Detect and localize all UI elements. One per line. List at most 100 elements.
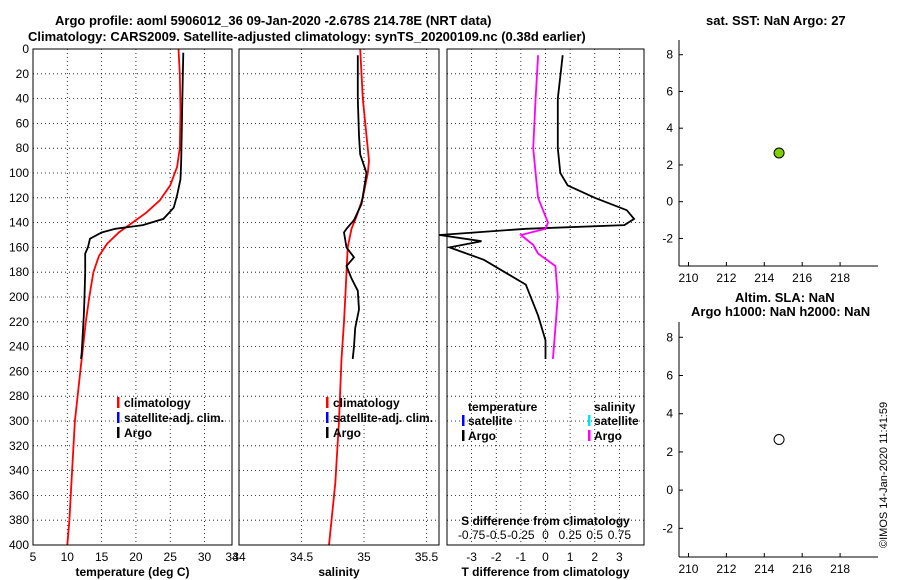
sla-map-xtick-4: 218 (830, 562, 850, 576)
temp-ytick-5: 100 (9, 166, 29, 180)
sst-map-ytick-3: 4 (666, 121, 673, 135)
temp-legend-label-2: Argo (124, 426, 152, 440)
sst-map-ytick-2: 2 (666, 158, 673, 172)
sal-legend-label-0: climatology (333, 396, 400, 410)
temp-ytick-17: 340 (9, 464, 29, 478)
sal-series-argo (343, 55, 368, 360)
sal-series-climatology (328, 48, 370, 546)
sst-map-ytick-4: 6 (666, 84, 673, 98)
diff-xtick-1: -2 (491, 550, 502, 564)
diff-legend-s-label-0: satellite (594, 414, 639, 428)
temp-ytick-4: 80 (16, 141, 30, 155)
temp-ytick-20: 400 (9, 538, 29, 552)
diff-xtick-2: -1 (516, 550, 527, 564)
sla-map-xtick-2: 214 (754, 562, 774, 576)
sst-title: sat. SST: NaN Argo: 27 (706, 13, 846, 28)
diff-legend-s-swatch-1 (588, 430, 591, 441)
diff-legend-t-swatch-0 (462, 415, 465, 426)
sal-legend-swatch-2 (326, 427, 329, 438)
diff-legend-s-swatch-0 (588, 415, 591, 426)
temp-xtick-3: 20 (129, 550, 143, 564)
sal-xlabel: salinity (318, 565, 360, 579)
temp-ytick-14: 280 (9, 389, 29, 403)
sal-legend-label-2: Argo (333, 426, 361, 440)
diff-xlabel: T difference from climatology (461, 565, 629, 579)
sst-map-xtick-2: 214 (754, 271, 774, 285)
temp-ytick-6: 120 (9, 191, 29, 205)
diff-xtick2-3: 0 (542, 528, 549, 542)
temp-ytick-16: 320 (9, 439, 29, 453)
diff-xtick-6: 3 (616, 550, 623, 564)
diff-xtick-5: 2 (591, 550, 598, 564)
temp-ytick-7: 140 (9, 216, 29, 230)
sst-map-ytick-0: -2 (662, 231, 673, 245)
sla-map-xtick-3: 216 (792, 562, 812, 576)
sal-xtick-1: 34.5 (290, 550, 314, 564)
diff-xtick2-5: 0.5 (586, 528, 603, 542)
diff-xtick2-6: 0.75 (608, 528, 632, 542)
diff-legend-title-salinity: salinity (594, 400, 636, 414)
temp-ytick-15: 300 (9, 414, 29, 428)
temp-ytick-18: 360 (9, 488, 29, 502)
temp-legend-label-0: climatology (124, 396, 191, 410)
sla-map-ytick-3: 4 (666, 407, 673, 421)
sal-xtick-3: 35.5 (415, 550, 439, 564)
temp-series-climatology (66, 48, 182, 546)
temp-ytick-9: 180 (9, 265, 29, 279)
sst-map-ytick-5: 8 (666, 48, 673, 62)
temp-legend-swatch-0 (117, 397, 120, 408)
diff-xlabel2: S difference from climatology (461, 514, 630, 528)
temp-ytick-0: 0 (22, 42, 29, 56)
title-line-1: Argo profile: aoml 5906012_36 09-Jan-202… (55, 13, 492, 28)
sla-map-ytick-5: 8 (666, 330, 673, 344)
sla-map-ytick-2: 2 (666, 445, 673, 459)
sst-map-xtick-3: 216 (792, 271, 812, 285)
temp-ytick-1: 20 (16, 67, 30, 81)
diff-xtick-3: 0 (542, 550, 549, 564)
temp-xtick-2: 15 (95, 550, 109, 564)
temp-ytick-12: 240 (9, 340, 29, 354)
sal-xtick-2: 35 (357, 550, 371, 564)
sst-map-xtick-0: 210 (678, 271, 698, 285)
sst-map-ytick-1: 0 (666, 195, 673, 209)
sal-legend-swatch-1 (326, 412, 329, 423)
sst-map-point-0 (773, 147, 785, 159)
temp-ytick-11: 220 (9, 315, 29, 329)
temp-ytick-8: 160 (9, 240, 29, 254)
diff-series-s-salinity-argo (518, 55, 559, 360)
diff-xtick-4: 1 (567, 550, 574, 564)
temp-legend-label-1: satellite-adj. clim. (124, 411, 224, 425)
temp-xtick-1: 10 (61, 550, 75, 564)
diff-legend-s-label-1: Argo (594, 429, 622, 443)
diff-series-t-argo (439, 55, 636, 359)
sla-map-xtick-1: 212 (716, 562, 736, 576)
temp-xtick-0: 5 (30, 550, 37, 564)
temp-frame (32, 48, 233, 546)
sst-map-xtick-1: 212 (716, 271, 736, 285)
title-line-2: Climatology: CARS2009. Satellite-adjuste… (28, 29, 586, 44)
temp-xtick-4: 25 (164, 550, 178, 564)
sal-frame (238, 48, 440, 546)
sla-title-2: Argo h1000: NaN h2000: NaN (691, 304, 871, 319)
temp-ytick-3: 60 (16, 116, 30, 130)
sst-map-xtick-4: 218 (830, 271, 850, 285)
temp-xtick-5: 30 (198, 550, 212, 564)
diff-legend-t-label-0: satellite (468, 414, 513, 428)
sla-map-point-0 (773, 434, 785, 445)
temp-ytick-19: 380 (9, 513, 29, 527)
sla-map-ytick-1: 0 (666, 483, 673, 497)
diff-xtick2-1: -0.5 (486, 528, 507, 542)
sla-title-1: Altim. SLA: NaN (735, 290, 835, 305)
diff-xtick2-2: -0.25 (507, 528, 535, 542)
temp-xtick-6: 34 (225, 550, 239, 564)
temp-legend-swatch-2 (117, 427, 120, 438)
diff-legend-title-temperature: temperature (468, 400, 538, 414)
sal-legend-swatch-0 (326, 397, 329, 408)
diff-xtick2-4: 0.25 (558, 528, 582, 542)
sal-xtick-0: 34 (232, 550, 246, 564)
temp-ytick-10: 200 (9, 290, 29, 304)
temp-series-argo (80, 52, 185, 360)
temp-xlabel: temperature (deg C) (75, 565, 189, 579)
diff-legend-t-swatch-1 (462, 430, 465, 441)
